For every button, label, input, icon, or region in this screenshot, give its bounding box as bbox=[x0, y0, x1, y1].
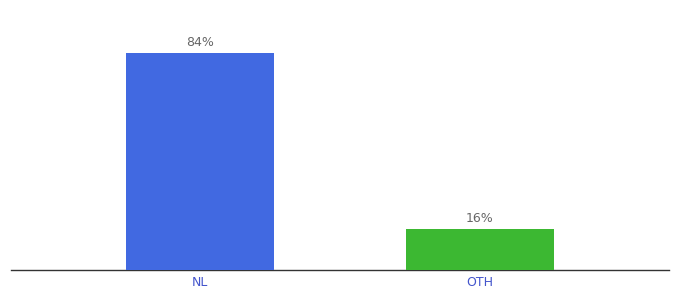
Text: 84%: 84% bbox=[186, 36, 214, 49]
Bar bbox=[406, 229, 554, 270]
Text: 16%: 16% bbox=[466, 212, 494, 225]
Bar bbox=[126, 52, 274, 270]
